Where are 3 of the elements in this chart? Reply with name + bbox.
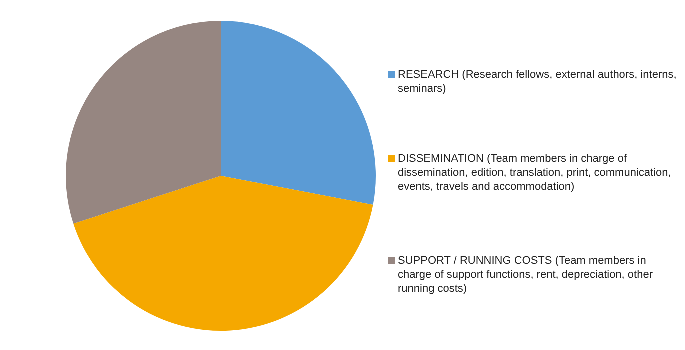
legend-label: DISSEMINATION (Team members in charge of dissemination, edition, translation, print, communication, events, travels and accommodation)	[398, 152, 672, 194]
legend-label: RESEARCH (Research fellows, external authors, interns, seminars)	[398, 68, 678, 96]
legend-label: SUPPORT / RUNNING COSTS (Team members in charge of support functions, rent, depreciation, other running costs)	[398, 254, 654, 296]
